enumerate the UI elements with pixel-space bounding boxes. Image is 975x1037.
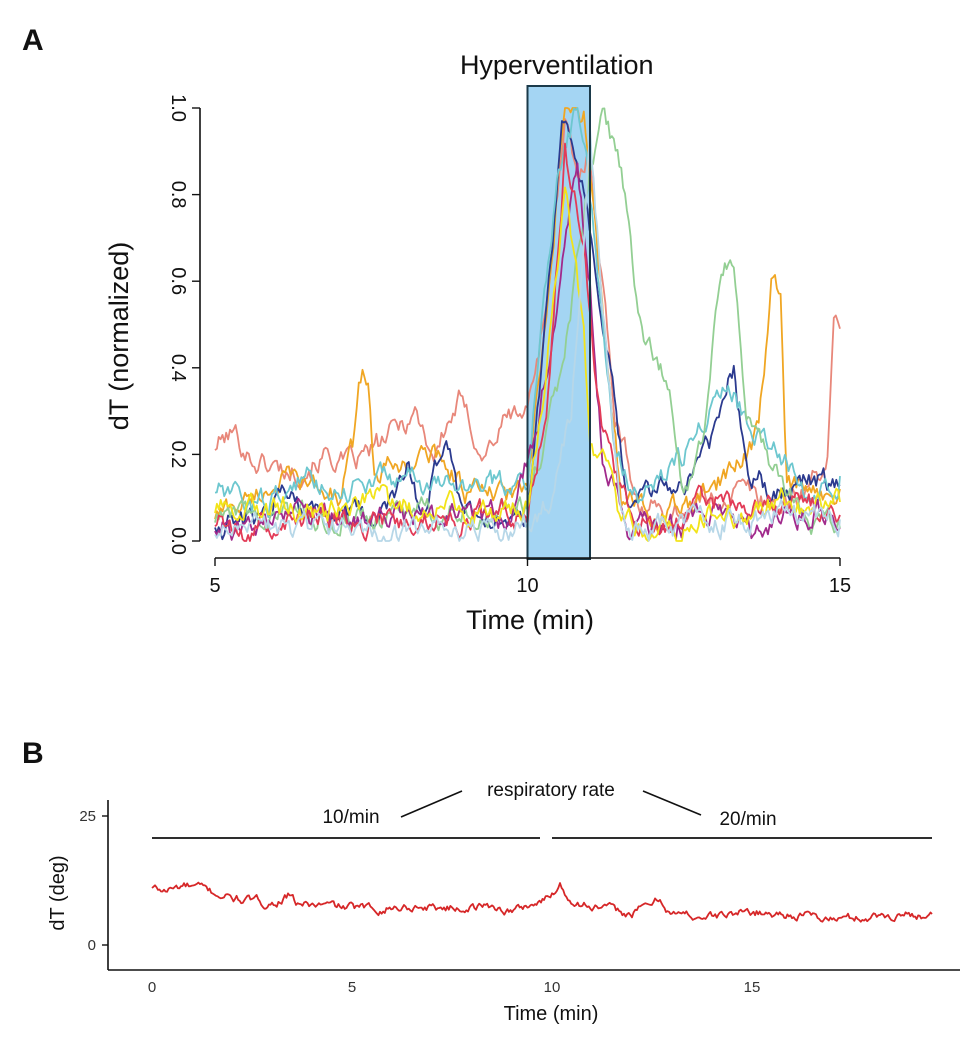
panel-b-x-tick-label: 5 [348,979,356,996]
panel-a-chart: 0.0 0.2 0.4 0.6 0.8 1.0 5 10 15 Hyperventilation… [104,50,851,635]
panel-b-label: B [22,737,44,770]
panel-a-x-tick-label: 5 [209,575,220,597]
panel-a-y-tick-label: 0.0 [167,527,189,555]
panel-b-x-tick-label: 0 [148,979,156,996]
panel-a-series-9 [214,126,841,542]
panel-b-axes: 0 25 0 5 10 15 [79,800,960,996]
panel-a-y-tick-label: 0.8 [167,181,189,209]
panel-a-series-7 [214,142,841,542]
hyperventilation-outline [526,85,591,560]
panel-a-y-tick-label: 0.6 [167,267,189,295]
panel-b-x-tick-label: 10 [544,979,561,996]
panel-b-series-group [151,881,933,923]
callout-line-left [400,790,463,818]
panel-b-x-axis-title: Time (min) [504,1003,599,1025]
hyperventilation-title: Hyperventilation [460,50,654,80]
panel-a-y-tick-label: 0.4 [167,354,189,382]
panel-a-x-tick-label: 10 [516,575,538,597]
panel-a-axes: 0.0 0.2 0.4 0.6 0.8 1.0 5 10 15 [167,94,851,597]
panel-a-y-tick-label: 0.2 [167,440,189,468]
panel-b-chart: respiratory rate 10/min 20/min 0 25 0 5 10 15 T… [47,780,960,1025]
rate-10-label: 10/min [322,807,379,828]
panel-b-x-tick-label: 15 [744,979,761,996]
panel-b-y-tick-label: 25 [79,808,96,825]
panel-a-label: A [22,24,44,57]
panel-a-y-axis-title: dT (normalized) [104,242,134,431]
panel-a-x-axis-title: Time (min) [466,605,594,635]
panel-b-y-tick-label: 0 [88,937,96,954]
respiratory-rate-annotation: respiratory rate 10/min 20/min [152,780,932,839]
panel-b-y-axis-title: dT (deg) [47,855,69,930]
panel-a-series-4 [214,107,841,518]
panel-b-series-1 [151,881,933,923]
rate-20-label: 20/min [719,809,776,830]
respiratory-rate-label: respiratory rate [487,780,615,801]
panel-a-y-tick-label: 1.0 [167,94,189,122]
callout-line-right [642,790,702,816]
panel-a-x-tick-label: 15 [829,575,851,597]
